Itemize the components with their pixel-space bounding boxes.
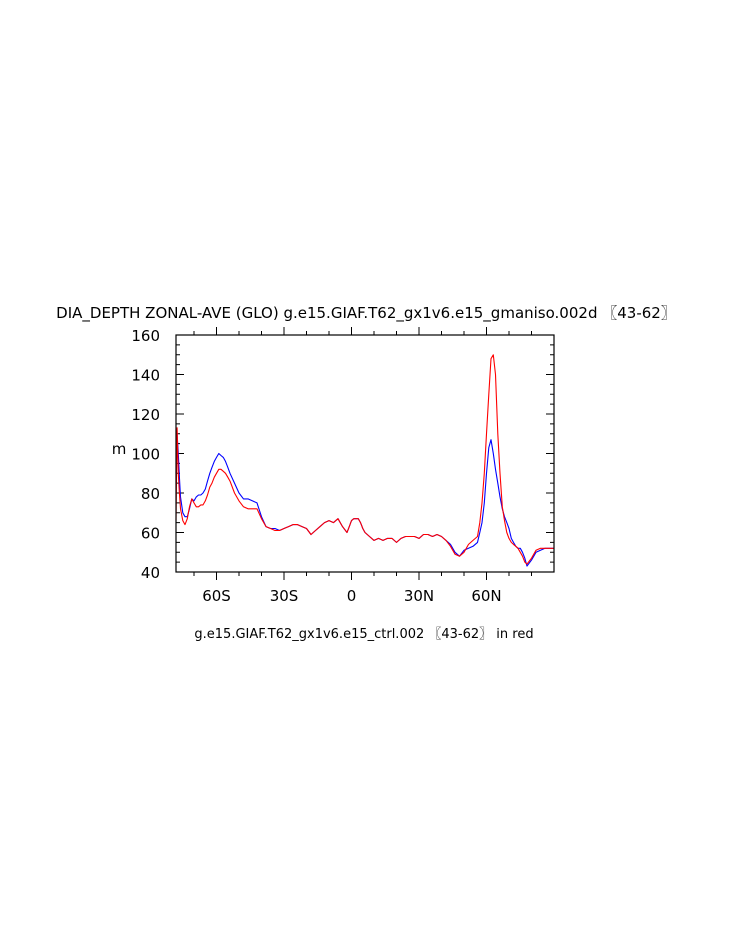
x-tick-label: 0 — [347, 587, 357, 605]
y-tick-label: 160 — [131, 327, 160, 345]
x-tick-label: 30N — [404, 587, 434, 605]
y-tick-label: 140 — [131, 367, 160, 385]
plot-frame — [175, 334, 555, 573]
x-tick-label: 60S — [202, 587, 231, 605]
x-tick-label: 60N — [471, 587, 501, 605]
chart-title: DIA_DEPTH ZONAL-AVE (GLO) g.e15.GIAF.T62… — [56, 304, 676, 323]
x-axis-label: g.e15.GIAF.T62_gx1v6.e15_ctrl.002 〖43-62… — [194, 627, 533, 642]
y-tick-label: 60 — [141, 525, 160, 543]
series-line-0 — [175, 433, 554, 567]
y-tick-label: 100 — [131, 446, 160, 464]
y-tick-label: 80 — [141, 485, 160, 503]
y-tick-label: 40 — [141, 564, 160, 582]
y-tick-label: 120 — [131, 406, 160, 424]
x-tick-label: 30S — [270, 587, 299, 605]
y-axis-label: m — [112, 440, 127, 458]
series-line-1 — [175, 354, 554, 565]
